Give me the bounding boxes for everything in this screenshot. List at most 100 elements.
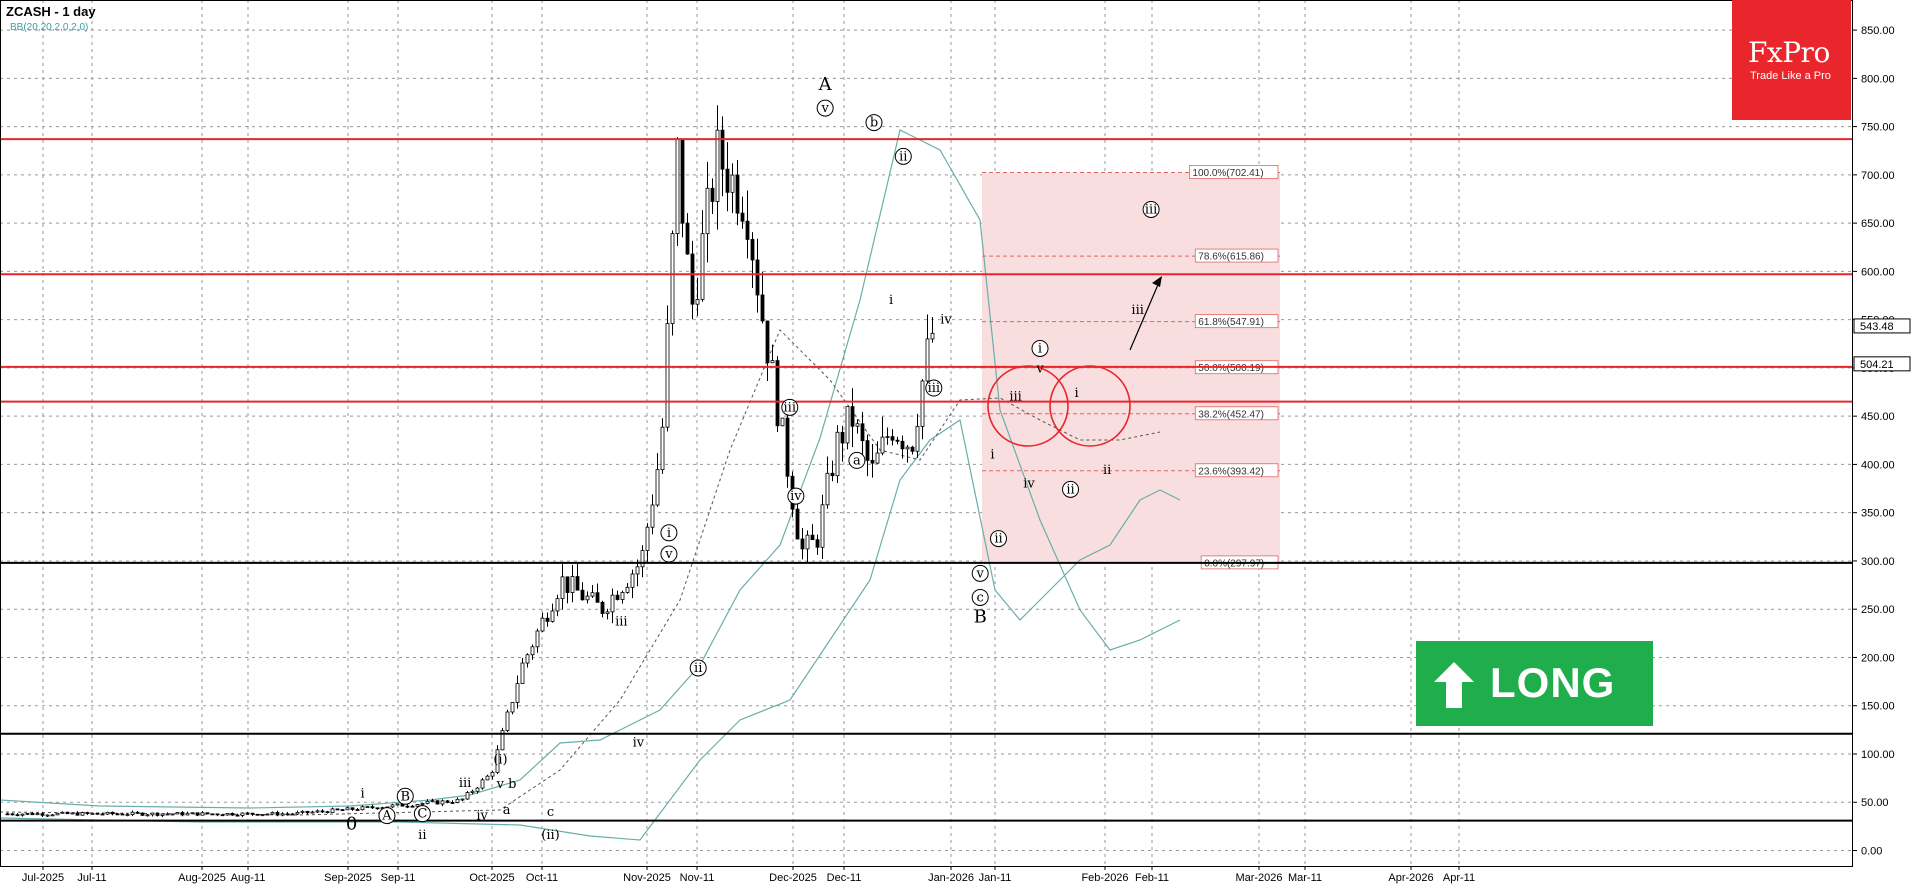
wave-label: v — [1035, 362, 1044, 377]
x-tick-label: Nov-11 — [680, 872, 715, 884]
wave-label: v b — [496, 777, 517, 792]
wave-label: i — [667, 526, 671, 541]
candle-body — [915, 426, 920, 452]
wave-label: iv — [633, 735, 645, 750]
candle-body — [315, 810, 320, 813]
candle-body — [70, 812, 75, 815]
candle-body — [930, 332, 935, 340]
projection-arrowhead — [1152, 276, 1162, 287]
candle-body — [265, 813, 270, 816]
candle-body — [370, 806, 375, 809]
candle-body — [585, 595, 590, 601]
candle-body — [820, 504, 825, 548]
wave-label-circle — [1142, 200, 1160, 218]
price-tag-box — [1853, 356, 1911, 372]
candle-body — [495, 749, 500, 773]
candle-body — [310, 811, 315, 814]
candle-body — [925, 338, 930, 382]
candle-body — [830, 472, 835, 477]
wave-label: ii — [899, 149, 907, 164]
wave-label: iv — [790, 489, 802, 504]
wave-label: i — [1038, 341, 1042, 356]
y-tick-label: 400.00 — [1861, 459, 1895, 471]
wave-label: iv — [940, 313, 952, 328]
candle-body — [885, 436, 890, 439]
x-tick-label: Jul-2025 — [22, 872, 64, 884]
price-tag-label: 504.21 — [1860, 359, 1894, 371]
y-tick-label: 0.00 — [1861, 846, 1882, 858]
wave-label: ii — [1103, 463, 1111, 478]
candle-body — [825, 472, 830, 506]
x-tick-label: Feb-11 — [1135, 872, 1169, 884]
candle-body — [705, 187, 710, 235]
candle-body — [525, 654, 530, 664]
candle-body — [690, 253, 695, 305]
fib-label-box — [1194, 314, 1279, 329]
candle-body — [215, 813, 220, 816]
fxpro-logo: FxPro Trade Like a Pro — [1732, 0, 1851, 120]
candle-body — [25, 812, 30, 815]
candle-body — [65, 811, 70, 815]
candle-body — [460, 798, 465, 801]
candle-body — [20, 813, 25, 816]
candle-body — [730, 174, 735, 193]
wave-label: ii — [994, 532, 1002, 547]
wave-label: i — [1075, 386, 1079, 401]
candle-body — [235, 814, 240, 817]
candle-body — [625, 586, 630, 593]
candle-body — [225, 813, 230, 816]
wave-label-circle — [396, 787, 414, 805]
candle-body — [45, 814, 50, 817]
candle-body — [405, 805, 410, 808]
candle-body — [15, 814, 20, 817]
candle-body — [440, 800, 445, 805]
wave-label-circle — [781, 398, 799, 416]
candle-body — [540, 617, 545, 632]
candle-body — [5, 813, 10, 816]
y-tick-label: 800.00 — [1861, 73, 1895, 85]
candle-body — [880, 436, 885, 454]
wave-label: v — [664, 547, 673, 562]
x-tick-label: Mar-2026 — [1235, 872, 1282, 884]
candle-body — [410, 805, 415, 808]
candle-body — [695, 299, 700, 305]
candle-body — [515, 683, 520, 703]
candle-body — [485, 775, 490, 781]
candle-body — [615, 594, 620, 600]
candle-body — [30, 812, 35, 816]
wave-label: v — [976, 566, 985, 581]
candle-body — [500, 730, 505, 751]
candle-body — [125, 814, 130, 816]
candle-body — [85, 812, 90, 814]
candle-body — [275, 812, 280, 816]
x-tick-label: Oct-11 — [526, 872, 558, 884]
price-tag-box — [1853, 318, 1911, 334]
wave-label-circle — [787, 487, 805, 505]
candle-body — [795, 508, 800, 540]
x-tick-label: Apr-2026 — [1388, 872, 1433, 884]
candle-body — [665, 323, 670, 428]
candle-body — [740, 212, 745, 222]
price-tag-label: 543.48 — [1860, 321, 1894, 333]
candle-body — [810, 534, 815, 541]
plot-frame — [0, 0, 1853, 867]
candle-body — [870, 459, 875, 464]
y-tick-label: 250.00 — [1861, 604, 1895, 616]
candle-body — [610, 594, 615, 613]
candle-body — [175, 812, 180, 815]
y-tick-label: 200.00 — [1861, 652, 1895, 664]
wave-label: i — [889, 293, 893, 308]
wave-label: v — [820, 101, 829, 116]
candle-body — [255, 813, 260, 816]
candle-body — [335, 808, 340, 811]
candle-body — [630, 573, 635, 588]
candle-body — [545, 617, 550, 622]
wave-labels: AvbiiiiviiiiiiaiviviiiiiivBcviiiiviiivii… — [346, 74, 1160, 843]
wave-label: (i) — [493, 753, 507, 768]
y-tick-label: 50.00 — [1861, 797, 1889, 809]
fib-level-label: 61.8%(547.91) — [1198, 317, 1264, 328]
candle-body — [905, 446, 910, 450]
x-tick-label: Dec-11 — [827, 872, 862, 884]
candle-body — [910, 446, 915, 452]
